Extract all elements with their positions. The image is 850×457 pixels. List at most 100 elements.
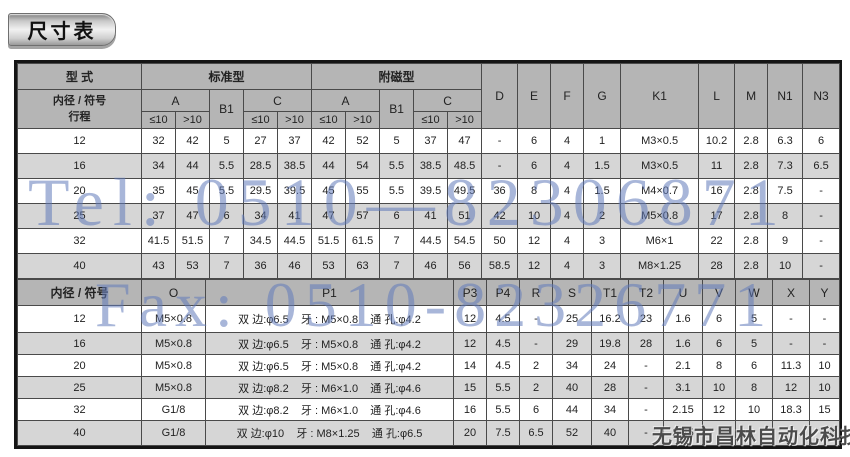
data-cell: 1.6: [663, 332, 703, 355]
data-cell: 10: [809, 376, 840, 399]
data-cell: 7.5: [486, 420, 520, 446]
data-cell: 55: [345, 178, 381, 204]
data-cell: 11.3: [772, 354, 810, 377]
data-cell: 39.5: [413, 178, 449, 204]
data-cell: 37: [276, 128, 313, 154]
table-row: 25 M5×0.8 双 边:φ8.2 牙 : M6×1.0 通 孔:φ4.6 15 5.…: [17, 376, 840, 399]
data-cell: 10.2: [698, 128, 736, 154]
bottom-header-9: U: [663, 279, 703, 306]
data-cell: 44: [311, 153, 347, 179]
data-cell: 37: [141, 203, 176, 229]
data-cell: M5×0.8: [141, 305, 206, 333]
data-cell: 42: [311, 128, 347, 154]
dimension-table-wrapper: 型 式 标准型 附磁型 D E F G K1 L M N1 N3 内径 / 符号…: [14, 60, 842, 449]
data-cell: 19.8: [591, 332, 629, 355]
data-cell: -: [519, 332, 553, 355]
data-cell: 40: [552, 376, 592, 399]
header-e: E: [517, 63, 552, 129]
header-std-c-gt10: >10: [276, 111, 313, 129]
header-mag-c-le10: ≤10: [413, 111, 449, 129]
header-f: F: [550, 63, 585, 129]
data-cell: 双 边:φ6.5 牙 : M5×0.8 通 孔:φ4.2: [205, 354, 454, 377]
data-cell: 7: [379, 253, 415, 279]
data-cell: -: [802, 203, 841, 229]
table-row: 12 M5×0.8 双 边:φ6.5 牙 : M5×0.8 通 孔:φ4.2 12 4.…: [17, 305, 840, 333]
data-cell: 2: [519, 354, 553, 377]
header-std-a: A: [141, 89, 210, 112]
data-cell: 38.5: [413, 153, 449, 179]
data-cell: 53: [175, 253, 210, 279]
data-cell: 36: [243, 253, 278, 279]
table-row: 16 34 44 5.5 28.5 38.5 44 54 5.5 38.5 48.5-6 4 1.5 M3…: [17, 153, 841, 179]
data-cell: 16: [453, 398, 487, 421]
data-cell: 3: [583, 253, 622, 279]
header-standard-type: 标准型: [140, 63, 313, 90]
header-mag-c-gt10: >10: [447, 111, 483, 129]
data-cell: 36: [481, 178, 519, 204]
data-cell: 34.5: [243, 228, 278, 254]
table-row: 16 M5×0.8 双 边:φ6.5 牙 : M5×0.8 通 孔:φ4.2 12 4.…: [17, 332, 840, 355]
data-cell: 2.15: [663, 398, 703, 421]
data-cell: 52: [552, 420, 592, 446]
data-cell: 5: [735, 305, 773, 333]
data-cell: 54: [345, 153, 381, 179]
table-row: 20 35 45 5.5 29.5 39.5 45 55 5.5 39.5 49.5 36 8 4 1.5 M…: [17, 178, 841, 204]
bottom-header-12: X: [772, 279, 810, 306]
data-cell: 50: [481, 228, 519, 254]
data-cell: 44.5: [276, 228, 313, 254]
data-cell: 23: [628, 305, 664, 333]
header-g: G: [583, 63, 622, 129]
data-cell: G1/8: [141, 420, 206, 446]
data-cell: 15: [453, 376, 487, 399]
bottom-header-2: P1: [205, 279, 454, 306]
data-cell: 7.3: [767, 153, 804, 179]
data-cell: 29: [552, 332, 592, 355]
header-magnetic-type: 附磁型: [311, 63, 483, 90]
data-cell: M5×0.8: [141, 332, 206, 355]
header-std-c: C: [242, 89, 313, 112]
data-cell: [702, 420, 736, 446]
data-cell: 4: [550, 178, 585, 204]
data-cell: 39.5: [276, 178, 313, 204]
data-cell: 6: [517, 153, 552, 179]
table-row: 40 G1/8 双 边:φ10 牙 : M8×1.25 通 孔:φ6.5 20 7.5 6…: [17, 420, 840, 446]
data-cell: 12: [517, 253, 552, 279]
data-cell: 53: [311, 253, 347, 279]
data-cell: 10: [517, 203, 552, 229]
data-cell: 47: [311, 203, 347, 229]
header-l: L: [698, 63, 736, 129]
bottom-header-1: O: [141, 279, 206, 306]
data-cell: 54.5: [447, 228, 483, 254]
data-cell: [809, 420, 840, 446]
table-row: 12 32 42 5 27 37 42 52 5 37 47-6 4 1 M3×0.5 10.2 2.8 6.3…: [17, 128, 841, 154]
data-cell: 12: [702, 398, 736, 421]
data-cell: 41: [413, 203, 449, 229]
data-cell: 6: [702, 332, 736, 355]
data-cell: [735, 420, 773, 446]
table-row: 32 G1/8 双 边:φ8.2 牙 : M6×1.0 通 孔:φ4.6 16 5.5 6…: [17, 398, 840, 421]
header-mag-a-gt10: >10: [345, 111, 381, 129]
data-cell: 双 边:φ6.5 牙 : M5×0.8 通 孔:φ4.2: [205, 332, 454, 355]
header-mag-a-le10: ≤10: [311, 111, 347, 129]
data-cell: 5.5: [209, 178, 244, 204]
data-cell: 4: [550, 228, 585, 254]
header-bore-symbol: 内径 / 符号: [52, 94, 107, 107]
data-cell: 47: [175, 203, 210, 229]
data-cell: 14: [453, 354, 487, 377]
data-cell: 51.5: [311, 228, 347, 254]
bottom-header-8: T2: [628, 279, 664, 306]
data-cell: 34: [243, 203, 278, 229]
data-cell: 58.5: [481, 253, 519, 279]
bottom-header-4: P4: [486, 279, 520, 306]
data-cell: 双 边:φ6.5 牙 : M5×0.8 通 孔:φ4.2: [205, 305, 454, 333]
data-cell: -: [628, 354, 664, 377]
bottom-header-6: S: [552, 279, 592, 306]
bottom-header-3: P3: [453, 279, 487, 306]
data-cell: 6: [702, 305, 736, 333]
data-cell: 16: [698, 178, 736, 204]
data-cell: -: [809, 305, 840, 333]
data-cell: 6.3: [767, 128, 804, 154]
data-cell: 1.5: [583, 153, 622, 179]
row-header-cell: 32: [17, 398, 142, 421]
data-cell: 6: [379, 203, 415, 229]
